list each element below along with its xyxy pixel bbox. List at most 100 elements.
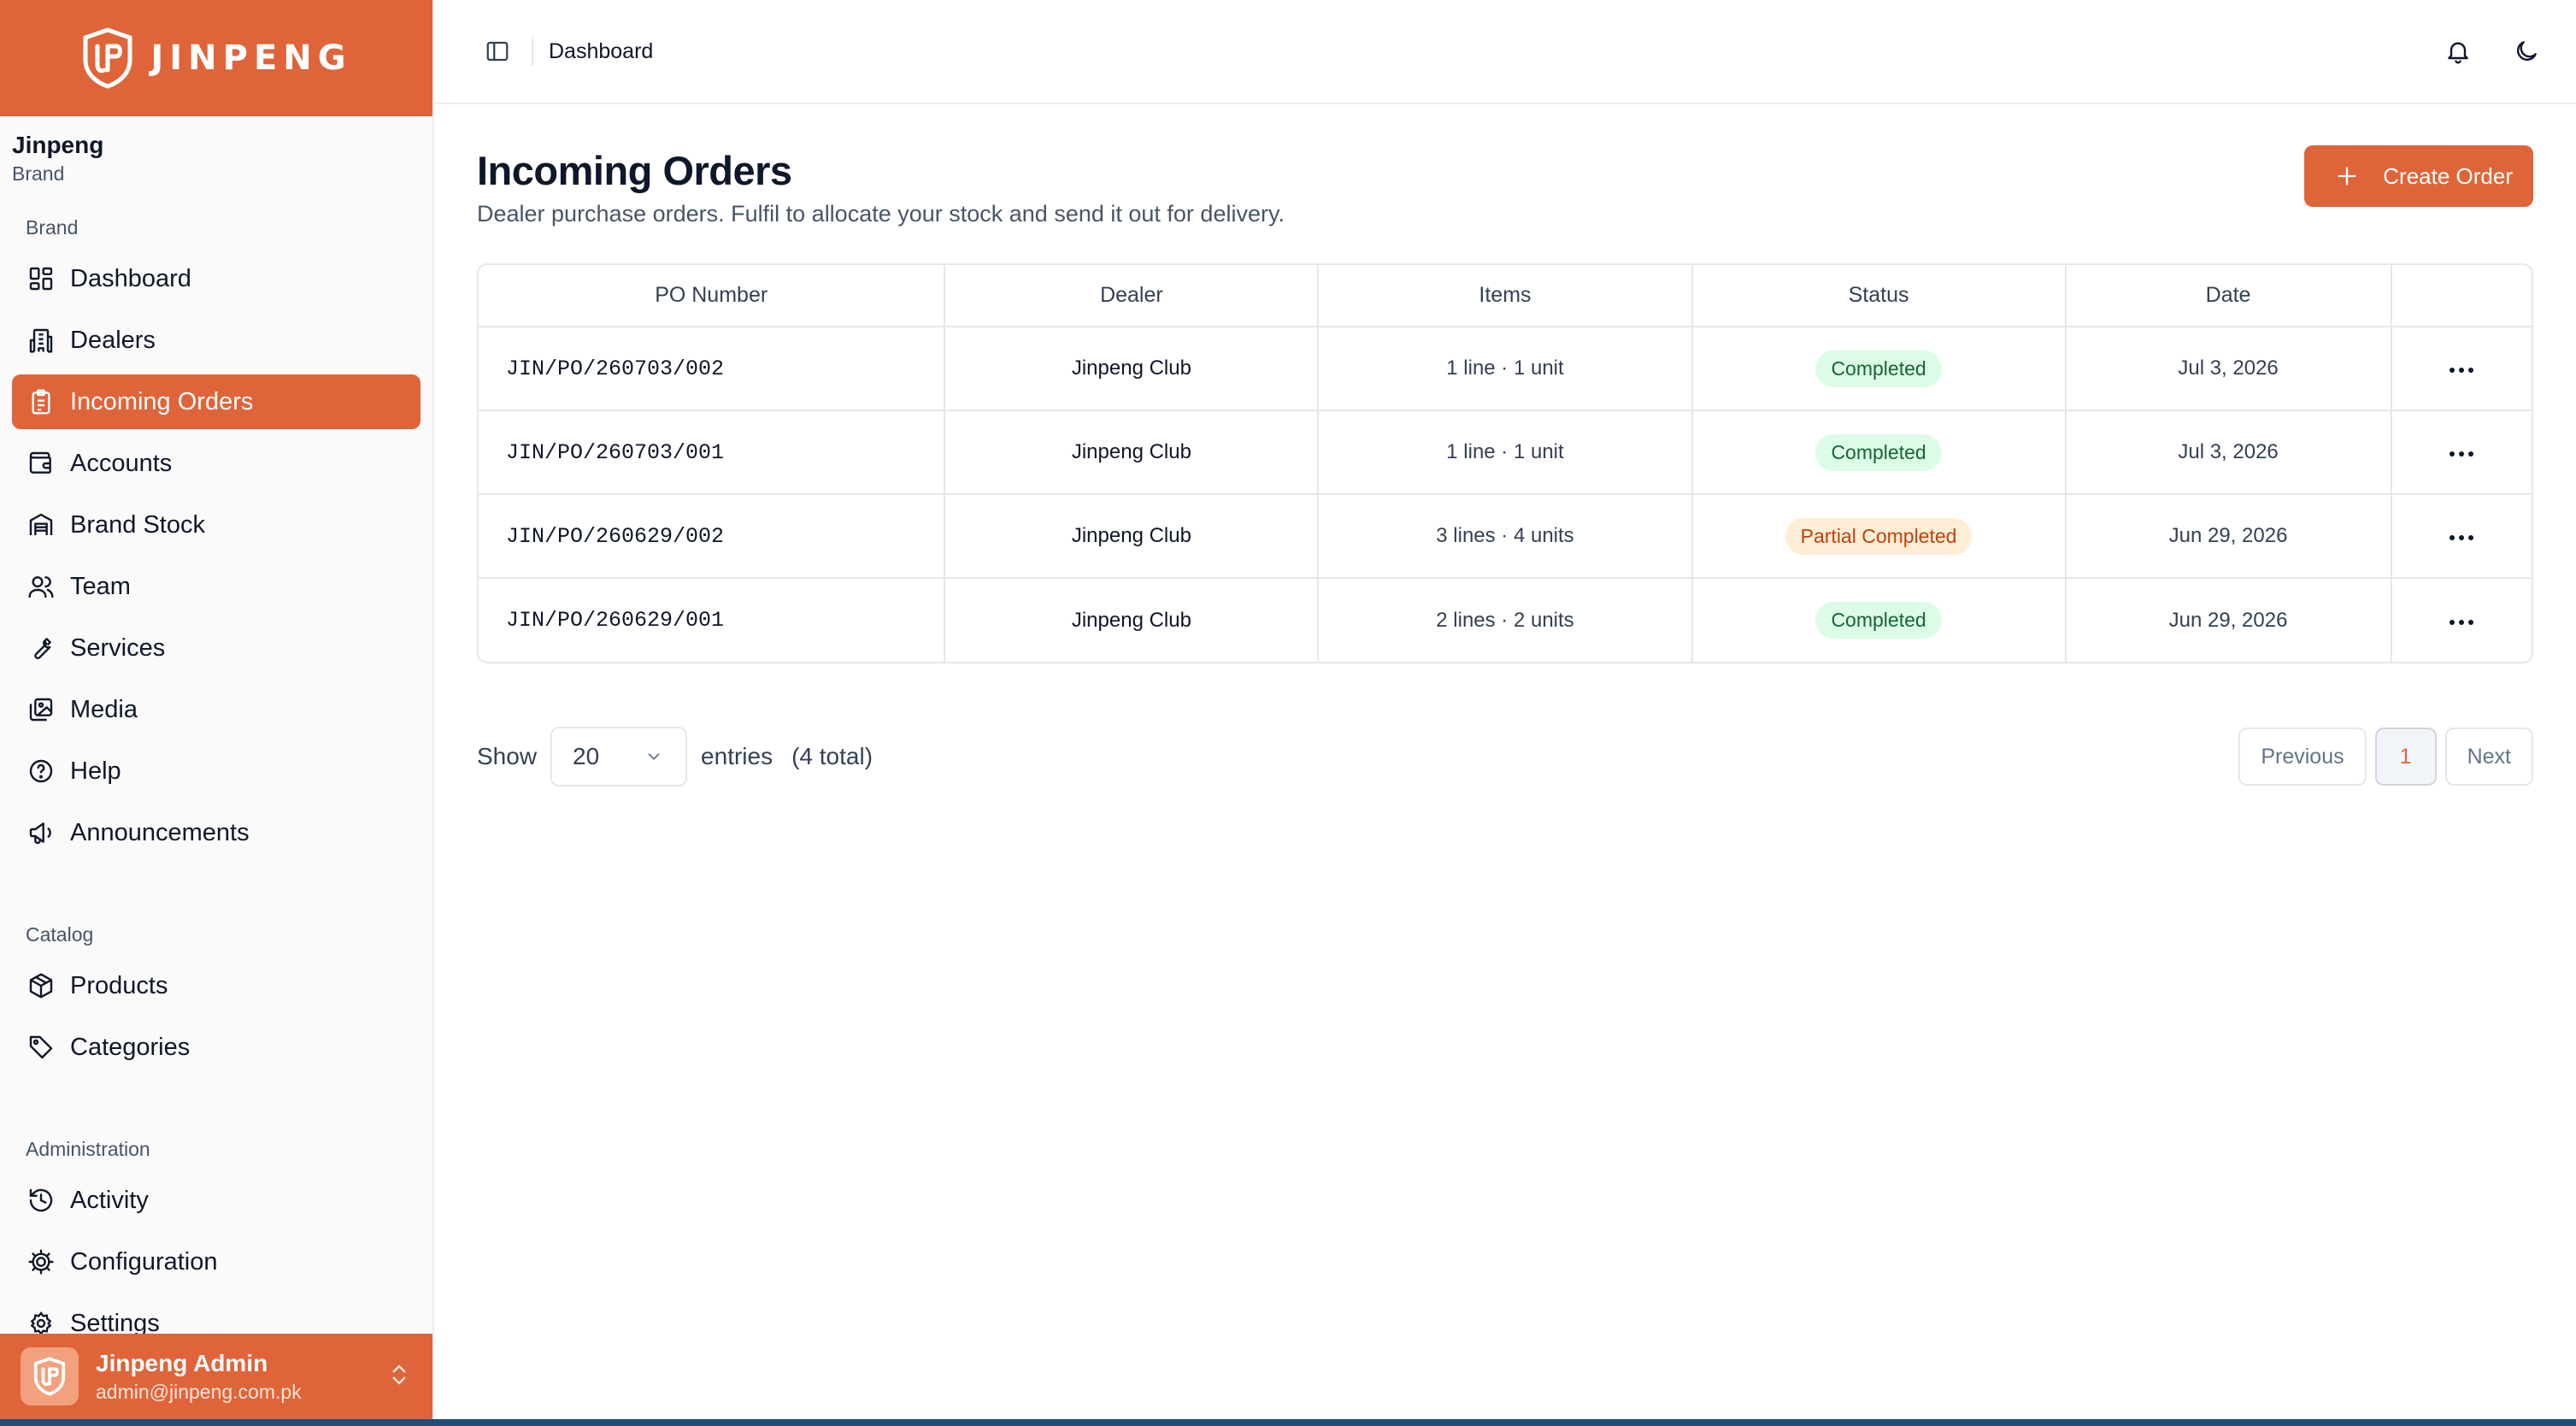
topbar-divider xyxy=(532,37,533,66)
previous-page-button[interactable]: Previous xyxy=(2238,728,2367,786)
column-header-date[interactable]: Date xyxy=(2065,265,2392,327)
sidebar-item-label: Products xyxy=(70,971,168,999)
page-body: Incoming Orders Dealer purchase orders. … xyxy=(434,104,2576,787)
table-row[interactable]: JIN/PO/260629/001 Jinpeng Club 2 lines ·… xyxy=(479,578,2532,662)
sidebar-item-brand-stock[interactable]: Brand Stock xyxy=(12,498,421,552)
table-footer: Show 20 entries (4 total) Previous 1 Nex… xyxy=(477,727,2533,787)
page-title: Incoming Orders xyxy=(477,148,792,193)
topbar: Dashboard xyxy=(434,0,2576,104)
sidebar-item-label: Accounts xyxy=(70,449,173,477)
order-date: Jun 29, 2026 xyxy=(2065,578,2392,662)
moon-icon[interactable] xyxy=(2511,36,2542,67)
page-button-current[interactable]: 1 xyxy=(2374,728,2437,786)
table-row[interactable]: JIN/PO/260629/002 Jinpeng Club 3 lines ·… xyxy=(479,494,2532,579)
clipboard-icon xyxy=(32,389,50,415)
sidebar-item-categories[interactable]: Categories xyxy=(12,1020,421,1075)
total-count: (4 total) xyxy=(791,743,873,769)
po-number[interactable]: JIN/PO/260629/002 xyxy=(479,494,946,579)
sidebar-item-label: Announcements xyxy=(70,818,250,846)
section-label-catalog: Catalog xyxy=(26,923,94,946)
more-horizontal-icon[interactable] xyxy=(2448,524,2475,547)
column-header-status[interactable]: Status xyxy=(1691,265,2067,327)
sidebar-item-dashboard[interactable]: Dashboard xyxy=(12,251,421,306)
sidebar-item-label: Activity xyxy=(70,1186,149,1214)
users-icon xyxy=(28,576,54,598)
warehouse-icon xyxy=(29,513,53,535)
sidebar-item-products[interactable]: Products xyxy=(12,958,421,1013)
page-subtitle: Dealer purchase orders. Fulfil to alloca… xyxy=(477,201,1285,227)
table-row[interactable]: JIN/PO/260703/001 Jinpeng Club 1 line · … xyxy=(479,410,2532,495)
po-number[interactable]: JIN/PO/260703/001 xyxy=(479,410,946,495)
order-date: Jul 3, 2026 xyxy=(2065,327,2392,411)
section-label-brand: Brand xyxy=(26,216,79,239)
bell-icon[interactable] xyxy=(2443,36,2473,67)
sidebar-item-label: Help xyxy=(70,757,121,785)
chevron-down-icon xyxy=(648,753,660,760)
column-header-dealer[interactable]: Dealer xyxy=(944,265,1320,327)
plus-icon xyxy=(2338,167,2356,186)
dashboard-icon xyxy=(29,267,53,291)
sidebar-item-configuration[interactable]: Configuration xyxy=(12,1234,421,1289)
create-order-button[interactable]: Create Order xyxy=(2304,145,2533,207)
more-horizontal-icon[interactable] xyxy=(2448,440,2475,463)
user-name: Jinpeng Admin xyxy=(96,1349,268,1376)
help-icon xyxy=(29,759,53,783)
brand-header[interactable]: JINPENG xyxy=(0,0,432,116)
sidebar-item-settings[interactable]: Settings xyxy=(12,1296,421,1351)
po-number[interactable]: JIN/PO/260629/001 xyxy=(479,578,946,662)
create-order-label: Create Order xyxy=(2383,162,2513,189)
sidebar-item-label: Brand Stock xyxy=(70,510,205,539)
box-icon xyxy=(29,973,53,999)
items-count: 2 lines · 2 units xyxy=(1318,578,1693,662)
row-actions-cell xyxy=(2391,578,2532,662)
sidebar-item-activity[interactable]: Activity xyxy=(12,1173,421,1228)
next-page-button[interactable]: Next xyxy=(2444,728,2533,786)
row-actions-cell xyxy=(2391,327,2532,411)
status-badge: Completed xyxy=(1815,602,1942,639)
wallet-icon xyxy=(29,451,51,474)
breadcrumb[interactable]: Dashboard xyxy=(549,38,654,63)
sidebar-item-announcements[interactable]: Announcements xyxy=(12,805,421,860)
history-icon xyxy=(29,1188,53,1212)
dealer-name: Jinpeng Club xyxy=(944,327,1320,411)
dealer-name: Jinpeng Club xyxy=(944,494,1320,579)
sidebar: JINPENG Jinpeng Brand Brand Dashboard De… xyxy=(0,0,434,1419)
page-size-select[interactable]: 20 xyxy=(550,727,688,787)
column-header-items[interactable]: Items xyxy=(1318,265,1693,327)
user-menu[interactable]: Jinpeng Admin admin@jinpeng.com.pk xyxy=(0,1334,432,1419)
user-email: admin@jinpeng.com.pk xyxy=(96,1380,302,1403)
items-count: 1 line · 1 unit xyxy=(1318,410,1693,495)
sidebar-item-media[interactable]: Media xyxy=(12,682,421,737)
sidebar-item-incoming-orders[interactable]: Incoming Orders xyxy=(12,374,421,429)
status-cell: Completed xyxy=(1691,410,2067,495)
sidebar-item-help[interactable]: Help xyxy=(12,744,421,798)
sidebar-item-accounts[interactable]: Accounts xyxy=(12,436,421,491)
dealer-name: Jinpeng Club xyxy=(944,578,1320,662)
order-date: Jun 29, 2026 xyxy=(2065,494,2392,579)
org-switcher[interactable]: Jinpeng Brand xyxy=(0,116,432,186)
more-horizontal-icon[interactable] xyxy=(2448,609,2475,632)
images-icon xyxy=(29,698,53,722)
table-row[interactable]: JIN/PO/260703/002 Jinpeng Club 1 line · … xyxy=(479,327,2532,411)
user-info: Jinpeng Admin admin@jinpeng.com.pk xyxy=(96,1350,369,1404)
sidebar-item-dealers[interactable]: Dealers xyxy=(12,313,421,368)
topbar-actions xyxy=(2443,36,2542,67)
sidebar-item-label: Categories xyxy=(70,1033,191,1061)
row-actions-cell xyxy=(2391,494,2532,579)
orders-table: PO Number Dealer Items Status Date JIN/P… xyxy=(477,263,2533,663)
more-horizontal-icon[interactable] xyxy=(2448,356,2475,380)
sidebar-item-label: Dealers xyxy=(70,326,156,354)
org-name: Jinpeng xyxy=(12,132,104,158)
chevrons-up-down-icon[interactable] xyxy=(386,1362,412,1392)
avatar xyxy=(21,1347,79,1405)
sidebar-item-services[interactable]: Services xyxy=(12,621,421,675)
sidebar-toggle-icon[interactable] xyxy=(482,36,513,67)
po-number[interactable]: JIN/PO/260703/002 xyxy=(479,327,946,411)
sidebar-item-team[interactable]: Team xyxy=(12,559,421,614)
sidebar-item-label: Settings xyxy=(70,1309,160,1337)
sidebar-item-label: Services xyxy=(70,633,166,662)
wrench-icon xyxy=(34,638,51,660)
column-header-po-number[interactable]: PO Number xyxy=(479,265,946,327)
cog-icon xyxy=(28,1249,54,1275)
